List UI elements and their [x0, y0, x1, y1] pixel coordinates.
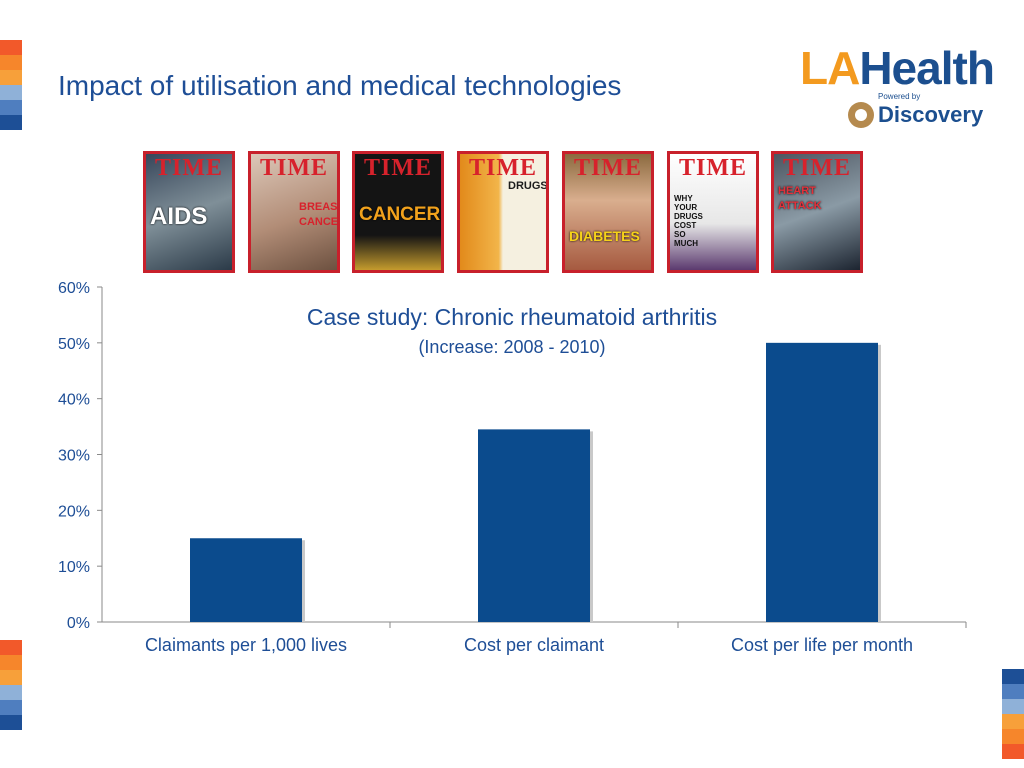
magazine-cover: TIME WHY YOUR DRUGS COST SO MUCH [667, 151, 759, 273]
x-tick-label: Claimants per 1,000 lives [145, 635, 347, 655]
decorative-stripe [1002, 744, 1024, 759]
decorative-stripe [0, 670, 22, 685]
y-tick-label: 0% [67, 615, 90, 632]
magazine-cover: TIME CANCER. [352, 151, 444, 273]
decorative-stripe [0, 85, 22, 100]
decorative-stripe [0, 685, 22, 700]
bar [190, 538, 302, 622]
y-tick-label: 60% [58, 280, 90, 297]
decorative-stripe [1002, 729, 1024, 744]
y-tick-label: 50% [58, 336, 90, 353]
decorative-stripe [1002, 714, 1024, 729]
logo-wordmark: LAHealth [800, 42, 995, 94]
magazine-cover: TIME DRUGS [457, 151, 549, 273]
decorative-stripe [0, 655, 22, 670]
decorative-stripe [0, 715, 22, 730]
slide-title: Impact of utilisation and medical techno… [58, 70, 622, 101]
y-tick-label: 10% [58, 559, 90, 576]
decorative-stripe [0, 640, 22, 655]
decorative-stripe [0, 115, 22, 130]
decorative-stripe [0, 100, 22, 115]
y-tick-label: 40% [58, 392, 90, 409]
chart-title: Case study: Chronic rheumatoid arthritis [307, 304, 717, 330]
decorative-stripe [1002, 684, 1024, 699]
bar [766, 342, 878, 622]
discovery-mark-icon [848, 102, 874, 128]
decorative-stripe [0, 55, 22, 70]
magazine-cover: TIME HEART ATTACK [771, 151, 863, 273]
decorative-stripe [0, 40, 22, 55]
decorative-stripe [0, 70, 22, 85]
logo-powered-by: Powered by [878, 92, 921, 101]
bar [478, 429, 590, 622]
y-tick-label: 20% [58, 503, 90, 520]
chart-subtitle: (Increase: 2008 - 2010) [418, 337, 605, 357]
magazine-cover: TIME DIABETES [562, 151, 654, 273]
lahealth-logo: LAHealth Powered by Discovery [800, 42, 995, 128]
magazine-cover: TIME AIDS [143, 151, 235, 273]
y-tick-label: 30% [58, 448, 90, 465]
x-tick-label: Cost per claimant [464, 635, 604, 655]
x-tick-label: Cost per life per month [731, 635, 913, 655]
decorative-stripe [0, 700, 22, 715]
decorative-stripe [1002, 669, 1024, 684]
decorative-stripe [1002, 699, 1024, 714]
